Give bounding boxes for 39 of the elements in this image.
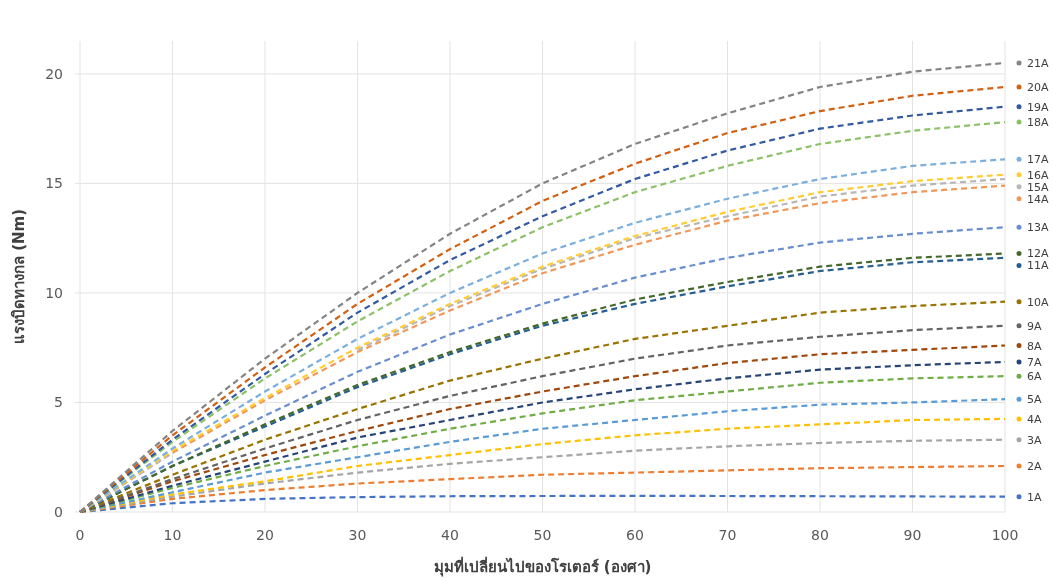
text: 15A xyxy=(1027,180,1049,194)
y-tick-label: 10 xyxy=(45,284,63,301)
text: 10A xyxy=(1027,295,1049,309)
x-tick-label: 60 xyxy=(626,527,644,543)
text: 17A xyxy=(1027,153,1049,167)
x-tick-label: 20 xyxy=(256,527,274,543)
text: 16A xyxy=(1027,168,1049,182)
x-tick-label: 0 xyxy=(75,527,85,543)
text: 11A xyxy=(1027,259,1049,273)
text: 6A xyxy=(1027,370,1042,384)
text: 20A xyxy=(1027,81,1049,94)
text: 8A xyxy=(1027,339,1042,353)
x-tick-label: 90 xyxy=(903,527,922,543)
x-tick-label: 10 xyxy=(163,527,182,543)
text: 12A xyxy=(1027,247,1049,261)
y-axis-title: แรงบิดทางกล (Nm) xyxy=(10,208,28,345)
y-tick-label: 0 xyxy=(54,504,63,520)
x-tick-label: 40 xyxy=(441,527,459,543)
text: 3A xyxy=(1027,433,1042,447)
text: 14A xyxy=(1027,192,1049,206)
text: 5A xyxy=(1027,393,1042,407)
text: 21A xyxy=(1027,56,1049,70)
text: 7A xyxy=(1027,355,1042,369)
x-tick-label: 80 xyxy=(811,527,829,543)
x-axis-title: มุมที่เปลี่ยนไปของโรเตอร์ (องศา) xyxy=(433,556,652,577)
text: 1A xyxy=(1027,490,1042,504)
x-tick-label: 100 xyxy=(991,527,1019,543)
x-tick-label: 70 xyxy=(718,527,737,543)
x-tick-label: 50 xyxy=(533,527,552,543)
text: 13A xyxy=(1027,221,1049,235)
text: 9A xyxy=(1027,319,1042,333)
text: 4A xyxy=(1027,412,1042,426)
y-tick-label: 5 xyxy=(54,394,63,411)
text: 19A xyxy=(1027,100,1049,114)
y-tick-label: 15 xyxy=(45,175,63,192)
text: 18A xyxy=(1027,116,1049,130)
x-tick-label: 30 xyxy=(348,527,367,543)
text: 2A xyxy=(1027,460,1042,473)
y-tick-label: 20 xyxy=(45,65,63,82)
